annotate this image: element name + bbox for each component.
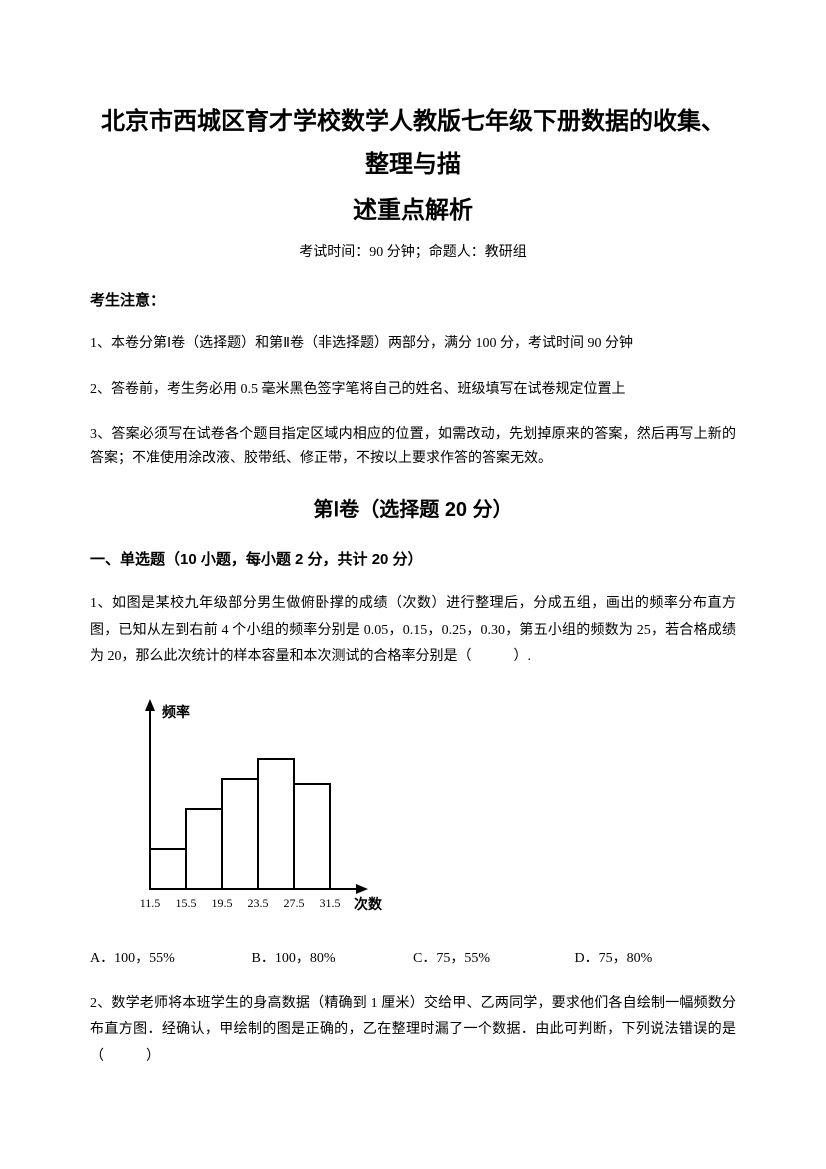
notice-heading: 考生注意： bbox=[90, 289, 736, 310]
option-a: A．100，55% bbox=[90, 947, 252, 967]
section-1-title: 第Ⅰ卷（选择题 20 分） bbox=[90, 493, 736, 522]
svg-text:19.5: 19.5 bbox=[212, 896, 233, 910]
notice-item-3: 3、答案必须写在试卷各个题目指定区域内相应的位置，如需改动，先划掉原来的答案，然… bbox=[90, 423, 736, 471]
question-1-chart: 11.5 15.5 19.5 23.5 27.5 31.5 频率次数 bbox=[100, 689, 736, 929]
svg-text:27.5: 27.5 bbox=[284, 896, 305, 910]
svg-text:15.5: 15.5 bbox=[176, 896, 197, 910]
notice-item-2: 2、答卷前，考生务必用 0.5 毫米黑色签字笔将自己的姓名、班级填写在试卷规定位… bbox=[90, 378, 736, 402]
svg-text:次数: 次数 bbox=[354, 896, 383, 912]
exam-meta: 考试时间：90 分钟；命题人：教研组 bbox=[90, 241, 736, 261]
histogram-chart: 11.5 15.5 19.5 23.5 27.5 31.5 频率次数 bbox=[100, 689, 400, 929]
option-b: B．100，80% bbox=[252, 947, 414, 967]
option-d: D．75，80% bbox=[575, 947, 737, 967]
option-c: C．75，55% bbox=[413, 947, 575, 967]
question-1-options: A．100，55% B．100，80% C．75，55% D．75，80% bbox=[90, 947, 736, 967]
page-title-line1: 北京市西城区育才学校数学人教版七年级下册数据的收集、整理与描 bbox=[90, 100, 736, 186]
question-2-body: 2、数学老师将本班学生的身高数据（精确到 1 厘米）交给甲、乙两同学，要求他们各… bbox=[90, 991, 736, 1071]
question-1-body: 1、如图是某校九年级部分男生做俯卧撑的成绩（次数）进行整理后，分成五组，画出的频… bbox=[90, 591, 736, 671]
notice-item-1: 1、本卷分第Ⅰ卷（选择题）和第Ⅱ卷（非选择题）两部分，满分 100 分，考试时间… bbox=[90, 332, 736, 356]
svg-text:频率: 频率 bbox=[162, 704, 190, 720]
question-group-heading: 一、单选题（10 小题，每小题 2 分，共计 20 分） bbox=[90, 548, 736, 569]
svg-text:31.5: 31.5 bbox=[320, 896, 341, 910]
svg-text:23.5: 23.5 bbox=[248, 896, 269, 910]
svg-text:11.5: 11.5 bbox=[140, 896, 161, 910]
page-title-line2: 述重点解析 bbox=[90, 192, 736, 230]
